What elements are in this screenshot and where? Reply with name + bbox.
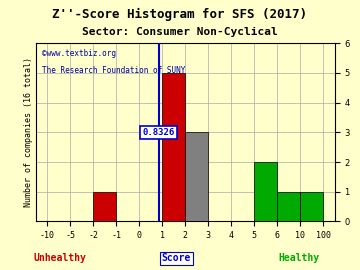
- Bar: [185, 132, 208, 221]
- Text: 0.8326: 0.8326: [143, 128, 175, 137]
- Text: Z''-Score Histogram for SFS (2017): Z''-Score Histogram for SFS (2017): [53, 8, 307, 21]
- Bar: [162, 73, 185, 221]
- Bar: [300, 192, 323, 221]
- Text: Healthy: Healthy: [278, 254, 320, 264]
- Bar: [277, 192, 300, 221]
- Text: Unhealthy: Unhealthy: [33, 254, 86, 264]
- Bar: [255, 162, 277, 221]
- Text: ©www.textbiz.org: ©www.textbiz.org: [42, 49, 116, 58]
- Bar: [94, 192, 116, 221]
- Text: Score: Score: [162, 254, 191, 264]
- Text: Sector: Consumer Non-Cyclical: Sector: Consumer Non-Cyclical: [82, 27, 278, 37]
- Y-axis label: Number of companies (16 total): Number of companies (16 total): [24, 57, 33, 207]
- Text: The Research Foundation of SUNY: The Research Foundation of SUNY: [42, 66, 185, 75]
